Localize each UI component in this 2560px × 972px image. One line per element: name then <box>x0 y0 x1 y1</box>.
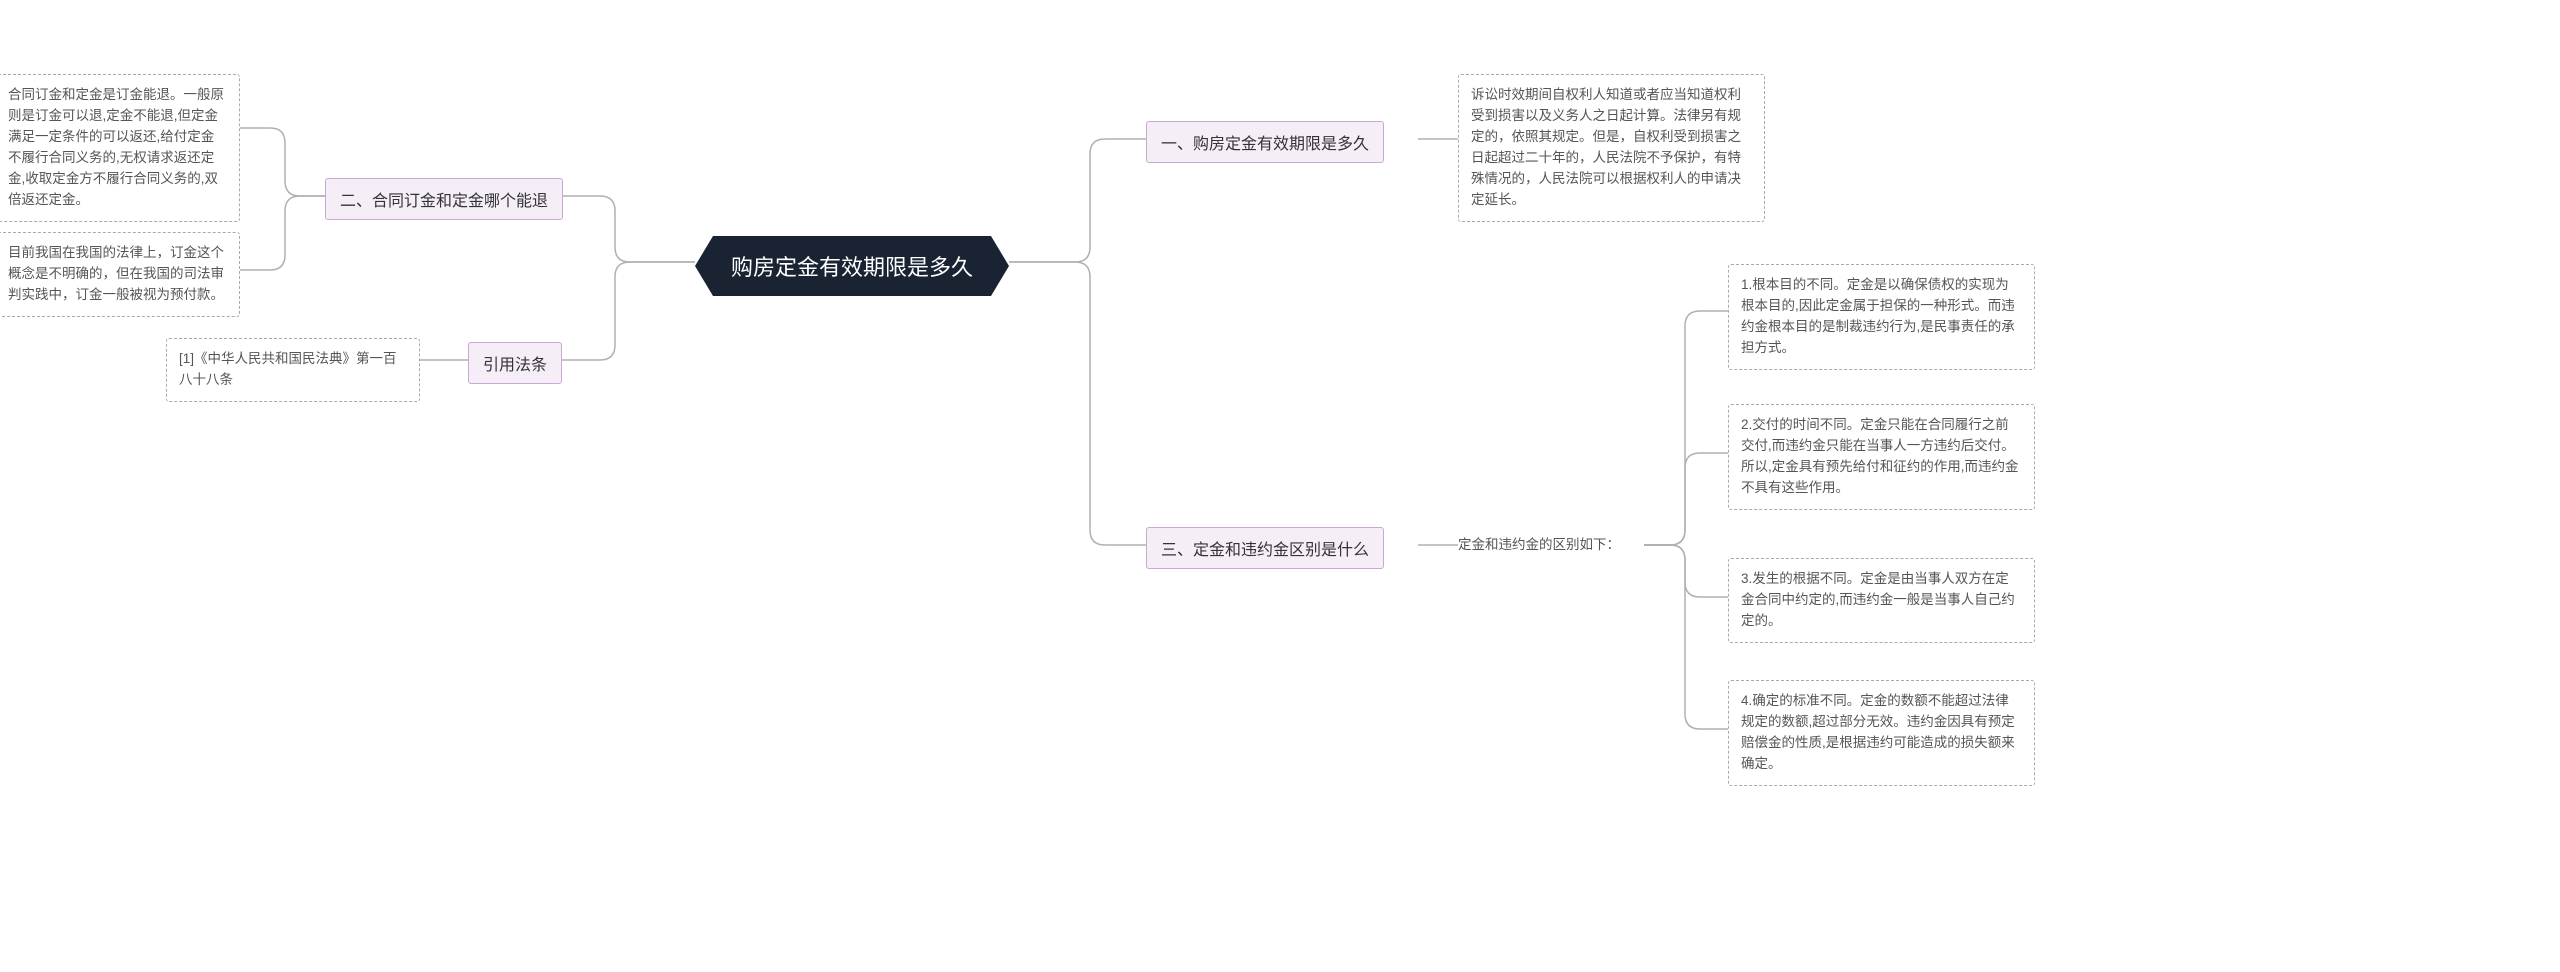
branch-2-leaf-1: 合同订金和定金是订金能退。一般原则是订金可以退,定金不能退,但定金满足一定条件的… <box>0 74 240 222</box>
root-node[interactable]: 购房定金有效期限是多久 <box>695 236 1009 296</box>
branch-3-leaf-1-text: 1.根本目的不同。定金是以确保债权的实现为根本目的,因此定金属于担保的一种形式。… <box>1741 277 2015 355</box>
branch-1-label: 一、购房定金有效期限是多久 <box>1161 136 1369 153</box>
branch-2-label: 二、合同订金和定金哪个能退 <box>340 193 548 210</box>
branch-3-intermediate-text: 定金和违约金的区别如下： <box>1458 537 1620 552</box>
branch-3-leaf-4-text: 4.确定的标准不同。定金的数额不能超过法律规定的数额,超过部分无效。违约金因具有… <box>1741 693 2015 771</box>
branch-3-leaf-2-text: 2.交付的时间不同。定金只能在合同履行之前交付,而违约金只能在当事人一方违约后交… <box>1741 417 2019 495</box>
branch-1-leaf: 诉讼时效期间自权利人知道或者应当知道权利受到损害以及义务人之日起计算。法律另有规… <box>1458 74 1765 222</box>
branch-3-intermediate: 定金和违约金的区别如下： <box>1458 535 1620 556</box>
cite-branch[interactable]: 引用法条 <box>468 342 562 384</box>
cite-label: 引用法条 <box>483 357 547 374</box>
branch-1-leaf-text: 诉讼时效期间自权利人知道或者应当知道权利受到损害以及义务人之日起计算。法律另有规… <box>1471 87 1741 207</box>
branch-2-leaf-1-text: 合同订金和定金是订金能退。一般原则是订金可以退,定金不能退,但定金满足一定条件的… <box>8 87 224 207</box>
branch-3-leaf-4: 4.确定的标准不同。定金的数额不能超过法律规定的数额,超过部分无效。违约金因具有… <box>1728 680 2035 786</box>
branch-3-leaf-3: 3.发生的根据不同。定金是由当事人双方在定金合同中约定的,而违约金一般是当事人自… <box>1728 558 2035 643</box>
cite-leaf: [1]《中华人民共和国民法典》第一百八十八条 <box>166 338 420 402</box>
branch-3-leaf-2: 2.交付的时间不同。定金只能在合同履行之前交付,而违约金只能在当事人一方违约后交… <box>1728 404 2035 510</box>
branch-3-leaf-3-text: 3.发生的根据不同。定金是由当事人双方在定金合同中约定的,而违约金一般是当事人自… <box>1741 571 2015 628</box>
branch-2[interactable]: 二、合同订金和定金哪个能退 <box>325 178 563 220</box>
branch-3-label: 三、定金和违约金区别是什么 <box>1161 542 1369 559</box>
branch-1[interactable]: 一、购房定金有效期限是多久 <box>1146 121 1384 163</box>
branch-3[interactable]: 三、定金和违约金区别是什么 <box>1146 527 1384 569</box>
root-label: 购房定金有效期限是多久 <box>731 255 973 280</box>
branch-3-leaf-1: 1.根本目的不同。定金是以确保债权的实现为根本目的,因此定金属于担保的一种形式。… <box>1728 264 2035 370</box>
branch-2-leaf-2: 目前我国在我国的法律上，订金这个概念是不明确的，但在我国的司法审判实践中，订金一… <box>0 232 240 317</box>
cite-leaf-text: [1]《中华人民共和国民法典》第一百八十八条 <box>179 351 397 387</box>
branch-2-leaf-2-text: 目前我国在我国的法律上，订金这个概念是不明确的，但在我国的司法审判实践中，订金一… <box>8 245 224 302</box>
